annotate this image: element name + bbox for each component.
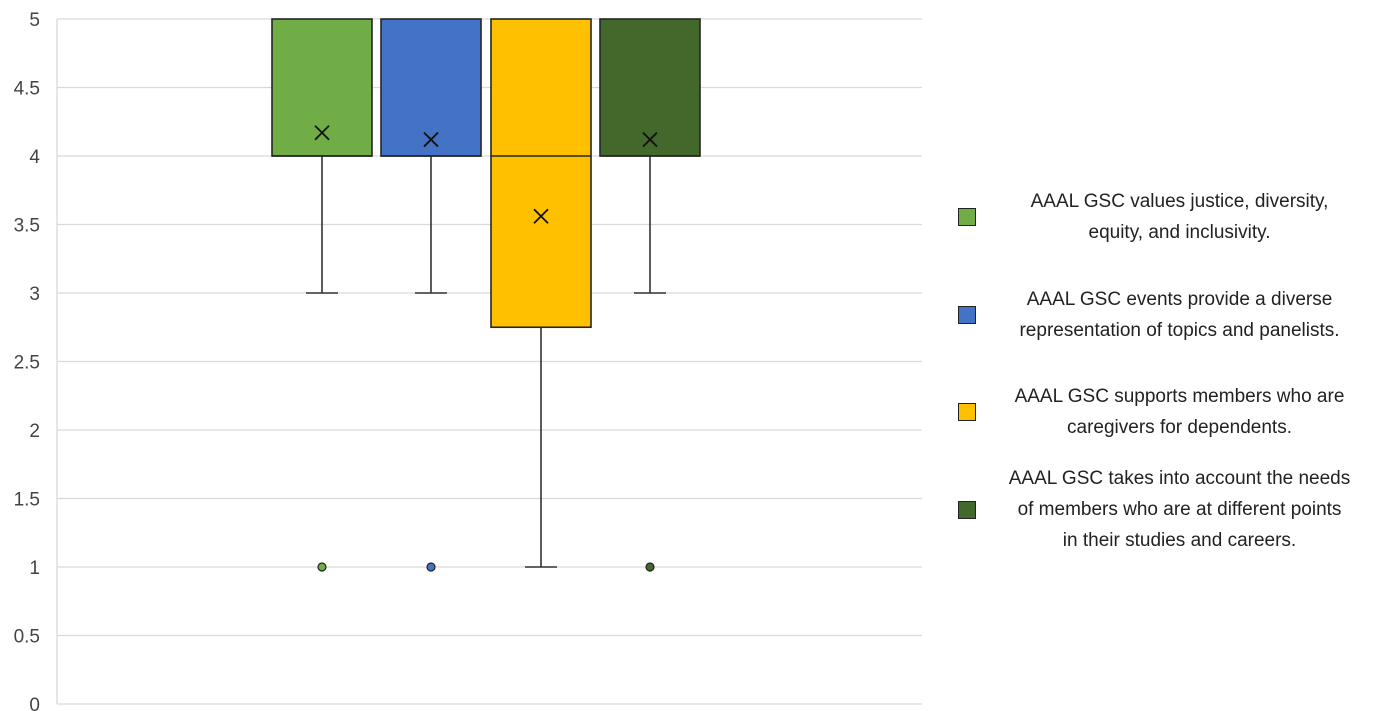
legend-label-line: AAAL GSC takes into account the needs	[1008, 468, 1351, 489]
legend-item: AAAL GSC takes into account the needs of…	[952, 463, 1377, 556]
y-tick-label: 2.5	[14, 353, 40, 374]
outlier-point	[317, 562, 327, 572]
legend-label-line: AAAL GSC events provide a diverse	[1026, 289, 1333, 310]
outlier-point	[426, 562, 436, 572]
legend-label-line: caregivers for dependents.	[1067, 417, 1292, 438]
box	[380, 18, 482, 157]
box	[599, 18, 701, 157]
y-tick-label: 5	[29, 10, 40, 31]
legend-item: AAAL GSC values justice, diversity, equi…	[952, 186, 1377, 248]
box-plot-chart: 0 0.5 1 1.5 2 2.5 3 3.5 4 4.5 5	[14, 10, 922, 711]
legend-label-line: in their studies and careers.	[1062, 530, 1297, 551]
y-tick-label: 3	[29, 284, 40, 305]
y-tick-label: 0.5	[14, 627, 40, 648]
mean-marker	[533, 208, 549, 224]
legend-label: AAAL GSC supports members who are caregi…	[976, 381, 1377, 443]
legend-item: AAAL GSC events provide a diverse repres…	[952, 284, 1377, 346]
mean-marker	[423, 131, 439, 148]
legend-label: AAAL GSC takes into account the needs of…	[976, 463, 1377, 556]
legend-label-line: AAAL GSC supports members who are	[1014, 386, 1345, 407]
legend-item: AAAL GSC supports members who are caregi…	[952, 381, 1377, 443]
y-tick-label: 0	[29, 695, 40, 711]
legend-label: AAAL GSC events provide a diverse repres…	[976, 284, 1377, 346]
y-tick-label: 4	[29, 147, 40, 168]
legend-swatch	[958, 306, 976, 324]
mean-marker	[642, 131, 658, 148]
y-tick-label: 2	[29, 421, 40, 442]
y-tick-label: 4.5	[14, 79, 40, 100]
legend-label-line: representation of topics and panelists.	[1019, 320, 1340, 341]
y-tick-label: 1	[29, 558, 40, 579]
y-tick-label: 1.5	[14, 490, 40, 511]
legend-label: AAAL GSC values justice, diversity, equi…	[976, 186, 1377, 248]
box	[271, 18, 373, 157]
legend-swatch	[958, 500, 976, 519]
y-tick-label: 3.5	[14, 216, 40, 237]
mean-marker	[314, 125, 330, 141]
legend-label-line: equity, and inclusivity.	[1088, 222, 1271, 243]
legend-swatch	[958, 403, 976, 421]
legend-label-line: AAAL GSC values justice, diversity,	[1030, 191, 1329, 212]
box	[490, 18, 592, 329]
legend-label-line: of members who are at different points	[1017, 499, 1342, 520]
legend-swatch	[958, 208, 976, 226]
outlier-point	[645, 562, 655, 572]
